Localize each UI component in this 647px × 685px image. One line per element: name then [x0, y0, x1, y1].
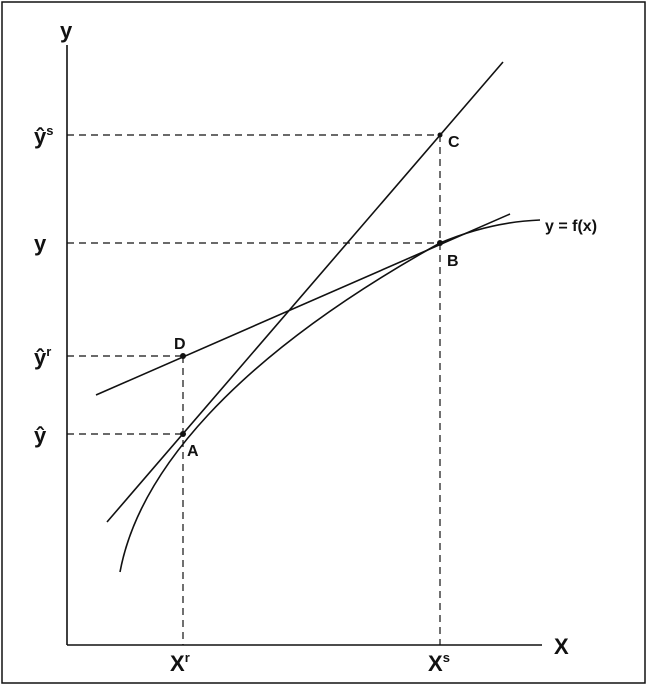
point	[180, 353, 186, 359]
label-part: ŷ	[34, 423, 47, 448]
x-axis-label: X	[554, 634, 569, 659]
tangent-line	[106, 61, 504, 523]
curve	[119, 219, 541, 573]
point	[180, 431, 186, 437]
label-part: X	[428, 651, 443, 676]
label-part: y	[34, 231, 47, 256]
point-label: C	[448, 134, 460, 151]
label-part: ŷ	[34, 345, 47, 370]
y-tick-label: ŷr	[34, 344, 51, 370]
y-tick-label: ŷ	[34, 423, 47, 448]
label-part: ŷ	[34, 124, 47, 149]
curve-label: y = f(x)	[545, 218, 597, 235]
point-label: A	[187, 443, 199, 460]
secant-line	[95, 213, 511, 396]
label-part: r	[46, 344, 51, 359]
y-tick-label: y	[34, 231, 47, 256]
point-label: D	[174, 336, 186, 353]
label-part: s	[46, 123, 53, 138]
point	[437, 132, 443, 138]
label-part: X	[170, 651, 185, 676]
y-tick-label: ŷs	[34, 123, 53, 149]
point-label: B	[447, 253, 459, 270]
x-tick-label: Xs	[428, 650, 450, 676]
point	[437, 240, 443, 246]
y-axis-label: y	[60, 18, 73, 43]
label-part: s	[443, 650, 450, 665]
label-part: r	[185, 650, 190, 665]
x-tick-label: Xr	[170, 650, 190, 676]
